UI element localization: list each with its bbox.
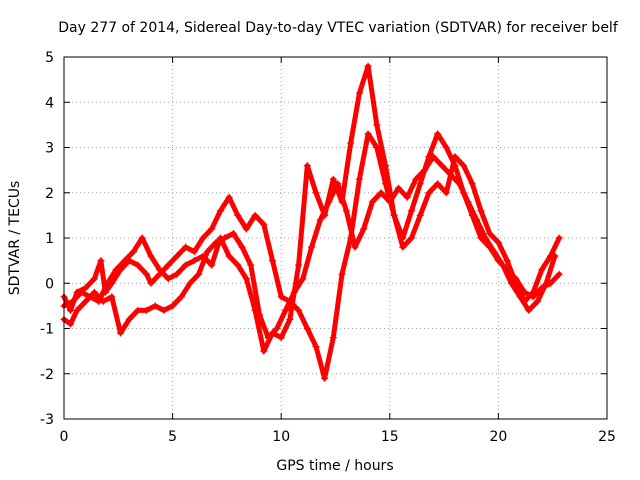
y-tick-label: 2 [45,186,54,202]
series-line-track-b [61,154,558,341]
y-tick-label: 1 [45,231,54,247]
x-tick-label: 15 [381,429,399,445]
y-tick-label: -1 [40,322,54,338]
y-tick-label: -2 [40,367,54,383]
x-tick-label: 5 [168,429,177,445]
chart-title: Day 277 of 2014, Sidereal Day-to-day VTE… [58,20,619,36]
x-axis-label: GPS time / hours [276,458,393,474]
x-tick-label: 0 [60,429,69,445]
y-tick-label: 3 [45,141,54,157]
x-tick-label: 20 [489,429,507,445]
y-axis-label: SDTVAR / TECUs [7,181,23,296]
x-tick-label: 10 [272,429,290,445]
y-tick-label: 0 [45,276,54,292]
series-line-track-c [61,63,562,354]
y-tick-label: 4 [45,95,54,111]
tick-layer: 0 5 10 15 20 25 -3 -2 -1 0 1 2 3 4 5 [40,50,616,445]
series-layer [60,62,563,382]
y-tick-label: -3 [40,412,54,428]
y-tick-label: 5 [45,50,54,66]
x-tick-label: 25 [598,429,616,445]
